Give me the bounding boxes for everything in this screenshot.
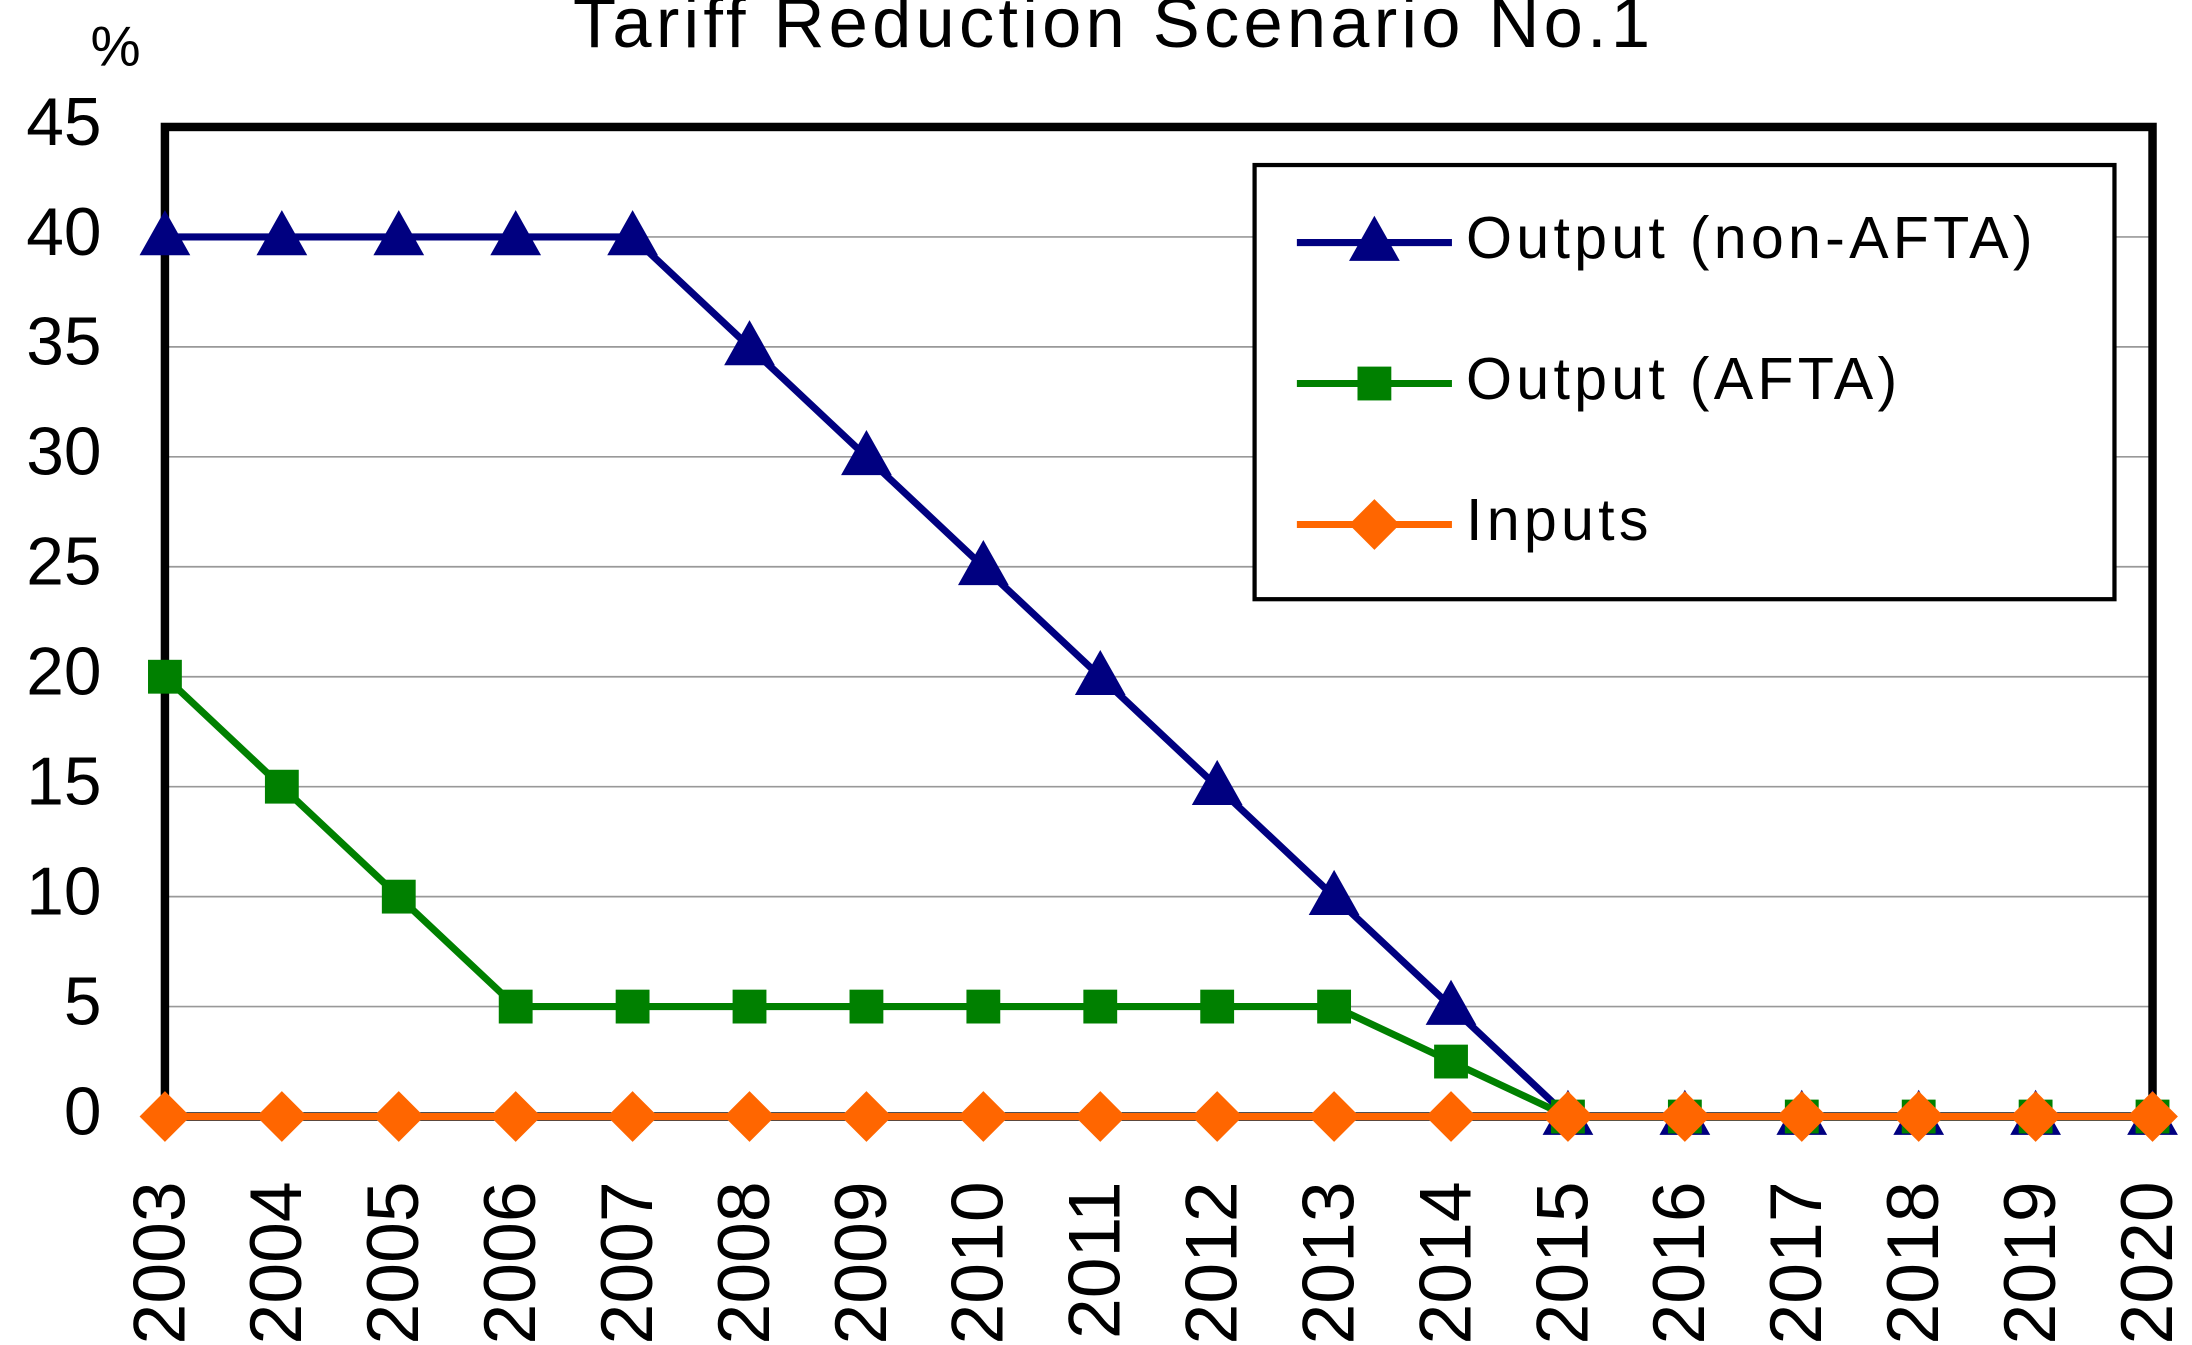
marker — [2127, 1091, 2178, 1142]
x-tick-label: 2006 — [469, 1181, 551, 1344]
x-tick-label: 2009 — [820, 1181, 902, 1344]
marker — [966, 989, 1001, 1024]
marker — [1893, 1091, 1945, 1142]
marker — [1308, 1091, 1360, 1142]
marker — [490, 210, 542, 256]
marker — [1317, 989, 1352, 1024]
y-axis-label: % — [91, 15, 141, 78]
marker — [1308, 869, 1360, 915]
x-tick-label: 2018 — [1872, 1181, 1954, 1344]
marker — [1074, 1091, 1126, 1142]
y-tick-label: 15 — [26, 745, 101, 820]
legend-label: Output (non-AFTA) — [1466, 204, 2037, 271]
marker — [607, 210, 658, 256]
marker — [849, 989, 884, 1024]
marker — [615, 989, 650, 1024]
x-tick-label: 2020 — [2106, 1181, 2188, 1344]
legend-label: Inputs — [1466, 486, 1653, 553]
marker — [841, 430, 892, 476]
marker — [724, 320, 775, 366]
x-tick-label: 2007 — [586, 1181, 668, 1344]
marker — [498, 989, 533, 1024]
marker — [732, 989, 767, 1024]
marker — [264, 769, 299, 804]
x-tick-label: 2011 — [1054, 1181, 1136, 1339]
x-tick-label: 2010 — [937, 1181, 1019, 1344]
marker — [1425, 979, 1477, 1025]
marker — [1776, 1091, 1828, 1142]
y-tick-label: 40 — [26, 195, 101, 270]
y-tick-label: 30 — [26, 415, 101, 490]
legend-label: Output (AFTA) — [1466, 345, 1901, 412]
x-tick-label: 2013 — [1287, 1181, 1369, 1344]
x-tick-label: 2017 — [1755, 1181, 1837, 1344]
x-tick-label: 2016 — [1638, 1181, 1720, 1344]
marker — [1074, 649, 1126, 696]
marker — [256, 210, 308, 256]
marker — [139, 210, 191, 256]
marker — [381, 879, 416, 914]
chart-title: Tariff Reduction Scenario No.1 — [573, 0, 1654, 62]
y-tick-label: 5 — [64, 964, 102, 1039]
x-tick-label: 2008 — [703, 1181, 785, 1344]
marker — [607, 1091, 658, 1142]
marker — [1191, 1091, 1243, 1142]
marker — [1083, 989, 1118, 1024]
marker — [957, 539, 1009, 586]
y-tick-label: 0 — [64, 1074, 102, 1149]
marker — [148, 659, 182, 694]
y-tick-label: 10 — [26, 855, 101, 930]
y-tick-label: 25 — [26, 525, 101, 600]
marker — [1434, 1044, 1468, 1079]
marker — [1425, 1091, 1477, 1142]
x-tick-label: 2012 — [1171, 1181, 1253, 1344]
x-tick-label: 2004 — [235, 1181, 317, 1344]
x-tick-label: 2019 — [1989, 1181, 2071, 1344]
marker — [841, 1091, 892, 1142]
x-tick-label: 2015 — [1521, 1181, 1603, 1344]
y-tick-label: 45 — [26, 85, 101, 160]
marker — [139, 1091, 191, 1142]
x-tick-label: 2005 — [352, 1181, 434, 1344]
x-tick-label: 2014 — [1404, 1181, 1486, 1344]
marker — [490, 1091, 542, 1142]
x-tick-label: 2003 — [118, 1181, 200, 1344]
marker — [724, 1091, 775, 1142]
marker — [1659, 1091, 1711, 1142]
marker — [1191, 759, 1243, 806]
marker — [373, 1091, 425, 1142]
marker — [1542, 1091, 1594, 1142]
legend-marker — [1349, 215, 1400, 261]
legend-marker — [1357, 366, 1392, 401]
marker — [957, 1091, 1009, 1142]
marker — [1200, 989, 1235, 1024]
marker — [373, 210, 425, 256]
marker — [256, 1091, 308, 1142]
legend: Output (non-AFTA) Output (AFTA) Inputs — [1252, 162, 2117, 602]
y-tick-label: 20 — [26, 635, 101, 710]
y-tick-label: 35 — [26, 305, 101, 380]
